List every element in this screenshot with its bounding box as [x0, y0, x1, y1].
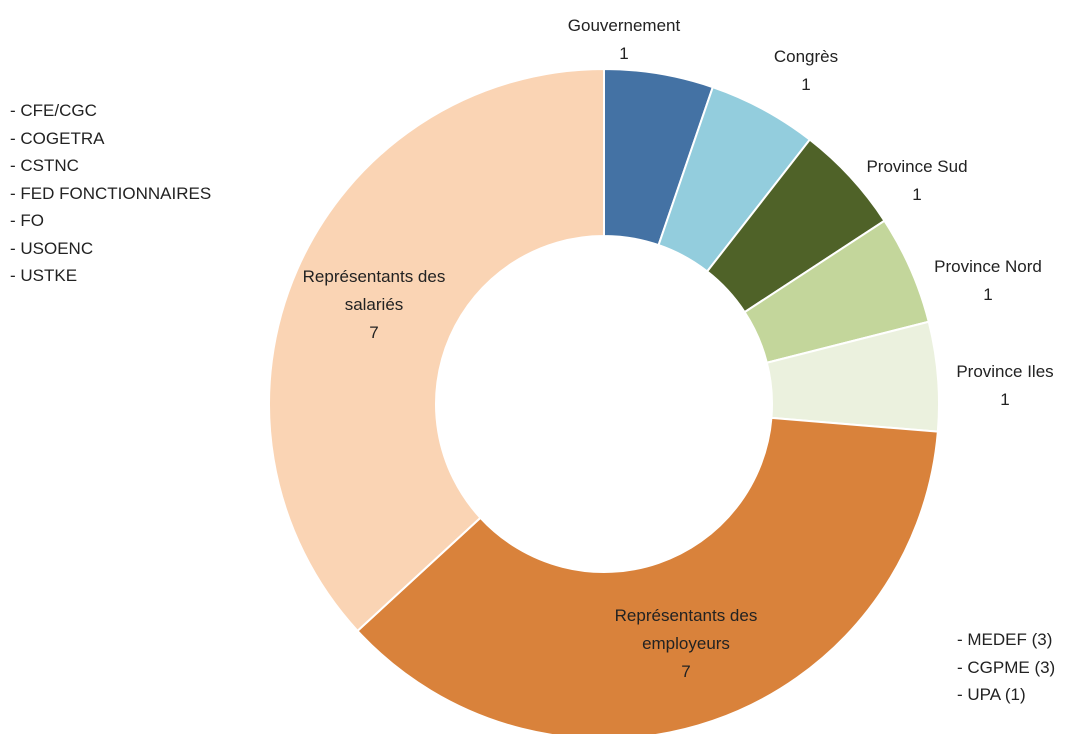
- list-item: - UPA (1): [957, 685, 1026, 704]
- slice-label: Représentants des salariés: [303, 267, 446, 314]
- slice-label: Province Sud: [866, 157, 967, 176]
- employee-unions-list: - CFE/CGC - COGETRA - CSTNC - FED FONCTI…: [10, 97, 211, 290]
- slice-label: Province Nord: [934, 257, 1042, 276]
- slice-label: Représentants des employeurs: [615, 606, 758, 653]
- slice-value-label: 1: [619, 44, 628, 63]
- slice-value-label: 7: [681, 662, 690, 681]
- donut-slices: [268, 67, 940, 734]
- list-item: - COGETRA: [10, 128, 105, 148]
- list-item: - MEDEF (3): [957, 630, 1053, 649]
- slice-value-label: 1: [1000, 390, 1009, 409]
- slice-value-label: 7: [369, 323, 378, 342]
- list-item: - CGPME (3): [957, 657, 1056, 677]
- slice-label: Province Iles: [956, 362, 1053, 381]
- slice-label: Gouvernement: [568, 16, 681, 35]
- slice-labels: Gouvernement 1 Congrès 1 Province Sud 1 Provin…: [303, 16, 1054, 681]
- slice-repr-sentants-des-employeurs: [356, 416, 939, 734]
- slice-value-label: 1: [912, 185, 921, 204]
- slice-value-label: 1: [801, 75, 810, 94]
- list-item: - FO: [10, 211, 44, 230]
- employer-unions-list: - MEDEF (3) - CGPME (3) - UPA (1): [957, 626, 1055, 709]
- slice-label: Congrès: [774, 47, 838, 66]
- slice-repr-sentants-des-salari-s: [268, 67, 605, 633]
- slice-value-label: 1: [983, 285, 992, 304]
- list-item: - USTKE: [10, 266, 78, 285]
- list-item: - USOENC: [10, 238, 94, 258]
- list-item: - FED FONCTIONNAIRES: [10, 183, 212, 203]
- list-item: - CFE/CGC: [10, 101, 97, 120]
- list-item: - CSTNC: [10, 156, 79, 175]
